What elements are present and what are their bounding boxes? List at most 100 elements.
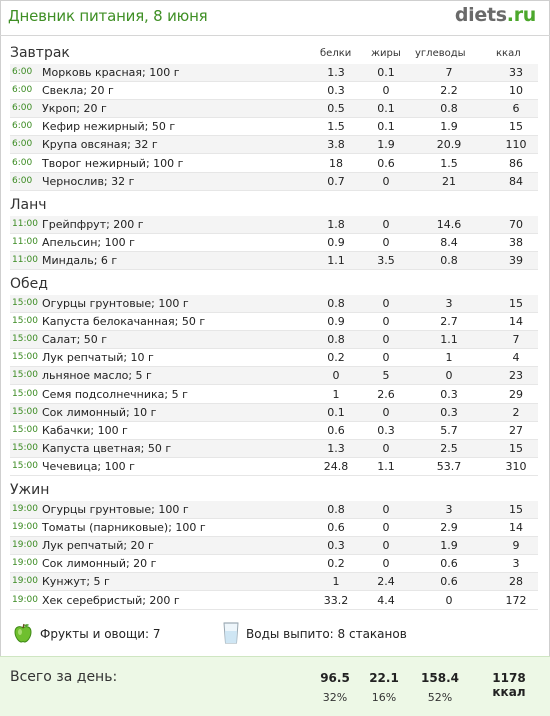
food-row[interactable]: 11:00 Грейпфрут; 200 г 1.8 0 14.6 70 <box>10 215 538 234</box>
food-row[interactable]: 15:00 Огурцы грунтовые; 100 г 0.8 0 3 15 <box>10 295 538 313</box>
carbs-value: 7 <box>445 66 453 79</box>
food-row[interactable]: 19:00 Сок лимонный; 20 г 0.2 0 0.6 3 <box>10 555 538 574</box>
protein-value: 0 <box>332 369 340 383</box>
food-row[interactable]: 19:00 Огурцы грунтовые; 100 г 0.8 0 3 15 <box>10 501 538 519</box>
food-row[interactable]: 15:00 Кабачки; 100 г 0.6 0.3 5.7 27 <box>10 422 538 440</box>
carbs-value: 0.6 <box>440 557 458 571</box>
kcal-value: 7 <box>512 333 520 347</box>
kcal-value: 15 <box>509 297 523 310</box>
meal-time: 6:00 <box>12 139 33 150</box>
kcal-value: 15 <box>509 503 523 516</box>
carbs-value: 8.4 <box>440 235 458 249</box>
carbs-value: 0 <box>445 369 453 383</box>
fat-value: 1.9 <box>377 138 395 152</box>
carbs-value: 14.6 <box>436 217 462 231</box>
food-row[interactable]: 11:00 Миндаль; 6 г 1.1 3.5 0.8 39 <box>10 251 538 270</box>
fat-value: 0 <box>382 441 390 455</box>
food-row[interactable]: 6:00 Чернослив; 32 г 0.7 0 21 84 <box>10 172 538 191</box>
carbs-value: 1.1 <box>440 333 458 347</box>
food-name: Чечевица; 100 г <box>42 459 135 473</box>
meal-time: 15:00 <box>12 352 38 363</box>
food-row[interactable]: 6:00 Творог нежирный; 100 г 18 0.6 1.5 86 <box>10 155 538 173</box>
food-row[interactable]: 6:00 Кефир нежирный; 50 г 1.5 0.1 1.9 15 <box>10 118 538 137</box>
kcal-value: 110 <box>505 138 527 152</box>
fat-value: 0 <box>382 405 390 419</box>
meal-time: 15:00 <box>12 460 38 471</box>
food-row[interactable]: 6:00 Свекла; 20 г 0.3 0 2.2 10 <box>10 82 538 101</box>
food-row[interactable]: 6:00 Морковь красная; 100 г 1.3 0.1 7 33 <box>10 64 538 82</box>
carbs-value: 0.3 <box>440 387 458 401</box>
food-name: Грейпфрут; 200 г <box>42 217 144 231</box>
protein-value: 0.1 <box>327 405 345 419</box>
carbs-value: 21 <box>442 174 456 188</box>
carbs-value: 1 <box>445 351 453 365</box>
protein-value: 0.3 <box>327 84 345 98</box>
meal-time: 15:00 <box>12 298 38 308</box>
carbs-value: 0.3 <box>440 405 458 419</box>
carbs-value: 53.7 <box>436 459 462 473</box>
food-name: Кефир нежирный; 50 г <box>42 120 176 134</box>
food-row[interactable]: 15:00 Сок лимонный; 10 г 0.1 0 0.3 2 <box>10 403 538 422</box>
protein-value: 1 <box>332 387 340 401</box>
fat-value: 0.1 <box>377 120 395 134</box>
protein-value: 33.2 <box>323 593 349 607</box>
fat-value: 0 <box>382 503 390 516</box>
meal-time: 19:00 <box>12 522 38 533</box>
meal-time: 15:00 <box>12 334 38 345</box>
food-name: Капуста цветная; 50 г <box>42 441 172 455</box>
kcal-value: 14 <box>509 315 523 329</box>
carbs-value: 2.2 <box>440 84 458 98</box>
fat-value: 0 <box>382 174 390 188</box>
food-row[interactable]: 15:00 Капуста цветная; 50 г 1.3 0 2.5 15 <box>10 439 538 458</box>
food-name: Миндаль; 6 г <box>42 253 118 267</box>
food-name: Укроп; 20 г <box>42 102 107 116</box>
site-logo[interactable]: diets.ru <box>455 4 536 26</box>
kcal-value: 6 <box>512 102 520 116</box>
food-name: Салат; 50 г <box>42 333 108 347</box>
fruits-veg-count: Фрукты и овощи: 7 <box>40 627 161 641</box>
header: Дневник питания, 8 июня diets.ru <box>0 0 550 36</box>
food-row[interactable]: 6:00 Укроп; 20 г 0.5 0.1 0.8 6 <box>10 100 538 119</box>
food-name: Кабачки; 100 г <box>42 423 128 437</box>
protein-value: 0.9 <box>327 235 345 249</box>
food-row[interactable]: 15:00 Лук репчатый; 10 г 0.2 0 1 4 <box>10 349 538 368</box>
food-row[interactable]: 15:00 Семя подсолнечника; 5 г 1 2.6 0.3 29 <box>10 386 538 404</box>
food-row[interactable]: 15:00 льняное масло; 5 г 0 5 0 23 <box>10 367 538 386</box>
kcal-value: 172 <box>505 593 527 607</box>
fat-value: 1.1 <box>377 459 395 473</box>
day-summary: Всего за день: 96.5 22.1 158.4 1178 ккал… <box>0 656 550 716</box>
food-name: льняное масло; 5 г <box>42 369 152 383</box>
food-row[interactable]: 15:00 Капуста белокачанная; 50 г 0.9 0 2.7 14 <box>10 313 538 332</box>
fat-value: 0.6 <box>377 156 395 170</box>
kcal-value: 15 <box>509 441 523 455</box>
food-row[interactable]: 6:00 Крупа овсяная; 32 г 3.8 1.9 20.9 110 <box>10 136 538 155</box>
fat-value: 0 <box>382 217 390 231</box>
protein-value: 0.7 <box>327 174 345 188</box>
food-row[interactable]: 19:00 Лук репчатый; 20 г 0.3 0 1.9 9 <box>10 537 538 556</box>
protein-value: 0.6 <box>327 521 345 535</box>
food-row[interactable]: 19:00 Кунжут; 5 г 1 2.4 0.6 28 <box>10 573 538 592</box>
meal-time: 19:00 <box>12 540 38 551</box>
protein-value: 0.8 <box>327 333 345 347</box>
food-row[interactable]: 19:00 Хек серебристый; 200 г 33.2 4.4 0 172 <box>10 592 538 610</box>
food-name: Сок лимонный; 10 г <box>42 405 157 419</box>
food-row[interactable]: 15:00 Чечевица; 100 г 24.8 1.1 53.7 310 <box>10 458 538 476</box>
extras-bar: Фрукты и овощи: 7 Воды выпито: 8 стакано… <box>0 620 550 650</box>
carbs-value: 3 <box>445 503 453 516</box>
fat-value: 0 <box>382 84 390 98</box>
food-row[interactable]: 19:00 Томаты (парниковые); 100 г 0.6 0 2.9 14 <box>10 519 538 538</box>
food-row[interactable]: 11:00 Апельсин; 100 г 0.9 0 8.4 38 <box>10 234 538 252</box>
food-row[interactable]: 15:00 Салат; 50 г 0.8 0 1.1 7 <box>10 331 538 350</box>
kcal-value: 310 <box>505 459 527 473</box>
food-name: Томаты (парниковые); 100 г <box>42 521 206 535</box>
protein-value: 0.6 <box>327 423 345 437</box>
food-name: Морковь красная; 100 г <box>42 66 180 79</box>
meal-title-lunch: Ланч <box>10 196 47 213</box>
food-name: Лук репчатый; 20 г <box>42 539 154 553</box>
kcal-value: 86 <box>509 156 523 170</box>
kcal-value: 23 <box>509 369 523 383</box>
meal-time: 19:00 <box>12 576 38 587</box>
column-header-fat: жиры <box>371 48 401 59</box>
meal-time: 15:00 <box>12 442 38 453</box>
kcal-value: 3 <box>512 557 520 571</box>
